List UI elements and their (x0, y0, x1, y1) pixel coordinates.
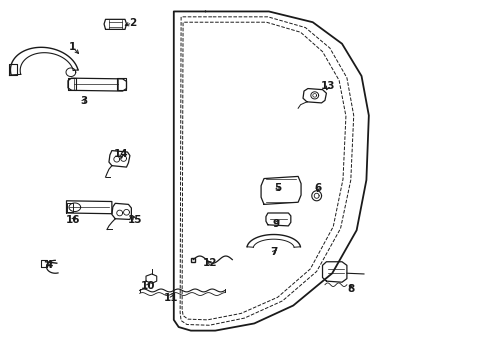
Text: 6: 6 (313, 183, 321, 193)
Text: 1: 1 (69, 42, 76, 52)
Text: 15: 15 (127, 215, 142, 225)
Text: 4: 4 (46, 260, 53, 270)
Text: 3: 3 (80, 96, 87, 106)
Text: 13: 13 (321, 81, 335, 91)
Text: 10: 10 (141, 281, 155, 291)
Text: 2: 2 (128, 18, 136, 28)
Text: 5: 5 (273, 183, 281, 193)
Text: 16: 16 (65, 215, 80, 225)
Text: 9: 9 (272, 219, 279, 229)
Text: 8: 8 (346, 284, 354, 294)
Text: 7: 7 (269, 247, 277, 257)
Text: 14: 14 (114, 149, 129, 159)
Text: 11: 11 (164, 293, 178, 303)
Text: 12: 12 (203, 258, 217, 268)
